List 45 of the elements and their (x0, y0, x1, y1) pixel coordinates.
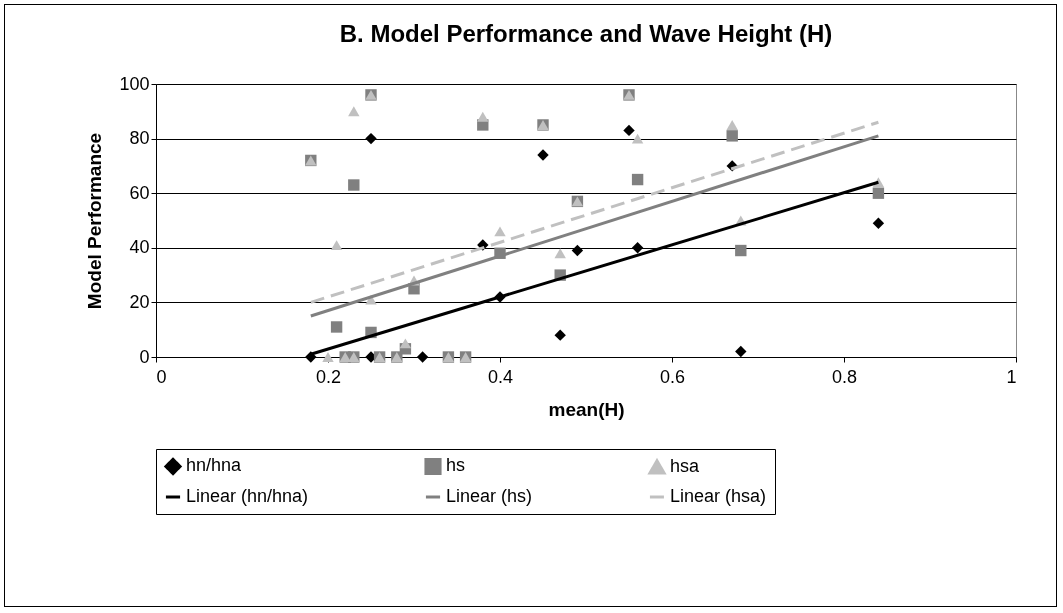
x-tick-label: 0.4 (487, 366, 514, 387)
point (330, 321, 343, 333)
point (735, 244, 747, 257)
point (537, 149, 549, 161)
point (494, 226, 506, 237)
point (631, 173, 644, 186)
point (726, 130, 738, 142)
x-tick-label: 0.8 (831, 366, 858, 387)
y-axis-title: Model Performance (84, 132, 106, 310)
x-tick-label: 0 (156, 366, 167, 387)
legend-label: hs (446, 455, 466, 476)
point (631, 133, 644, 144)
y-tick-label: 80 (129, 128, 150, 149)
point (348, 179, 360, 191)
point (330, 240, 343, 251)
chart-title: B. Model Performance and Wave Height (H) (339, 20, 833, 47)
x-axis-title: mean(H) (548, 398, 625, 420)
legend-label: hsa (670, 455, 701, 476)
y-tick-label: 60 (129, 182, 150, 203)
point (872, 187, 885, 199)
point (571, 244, 584, 257)
legend-label: hn/hna (186, 455, 243, 476)
point (554, 329, 566, 341)
legend-label: Linear (hn/hna) (186, 486, 309, 506)
legend-label: Linear (hsa) (670, 486, 767, 506)
point (872, 217, 885, 229)
x-tick-label: 0.6 (659, 366, 686, 387)
point (726, 120, 738, 130)
y-tick-label: 100 (119, 73, 150, 94)
x-tick-label: 1 (1006, 366, 1017, 387)
x-tick-label: 0.2 (315, 366, 342, 387)
point (322, 352, 334, 362)
y-tick-label: 40 (129, 237, 150, 258)
point (348, 106, 360, 117)
point (554, 248, 566, 259)
point (631, 242, 644, 254)
legend-label: Linear (hs) (446, 486, 533, 506)
point (477, 111, 489, 122)
point (416, 351, 429, 363)
y-tick-label: 0 (139, 346, 150, 367)
y-tick-label: 20 (129, 291, 150, 312)
point (365, 132, 377, 145)
point (735, 345, 747, 358)
point (623, 124, 635, 137)
point (399, 338, 412, 349)
